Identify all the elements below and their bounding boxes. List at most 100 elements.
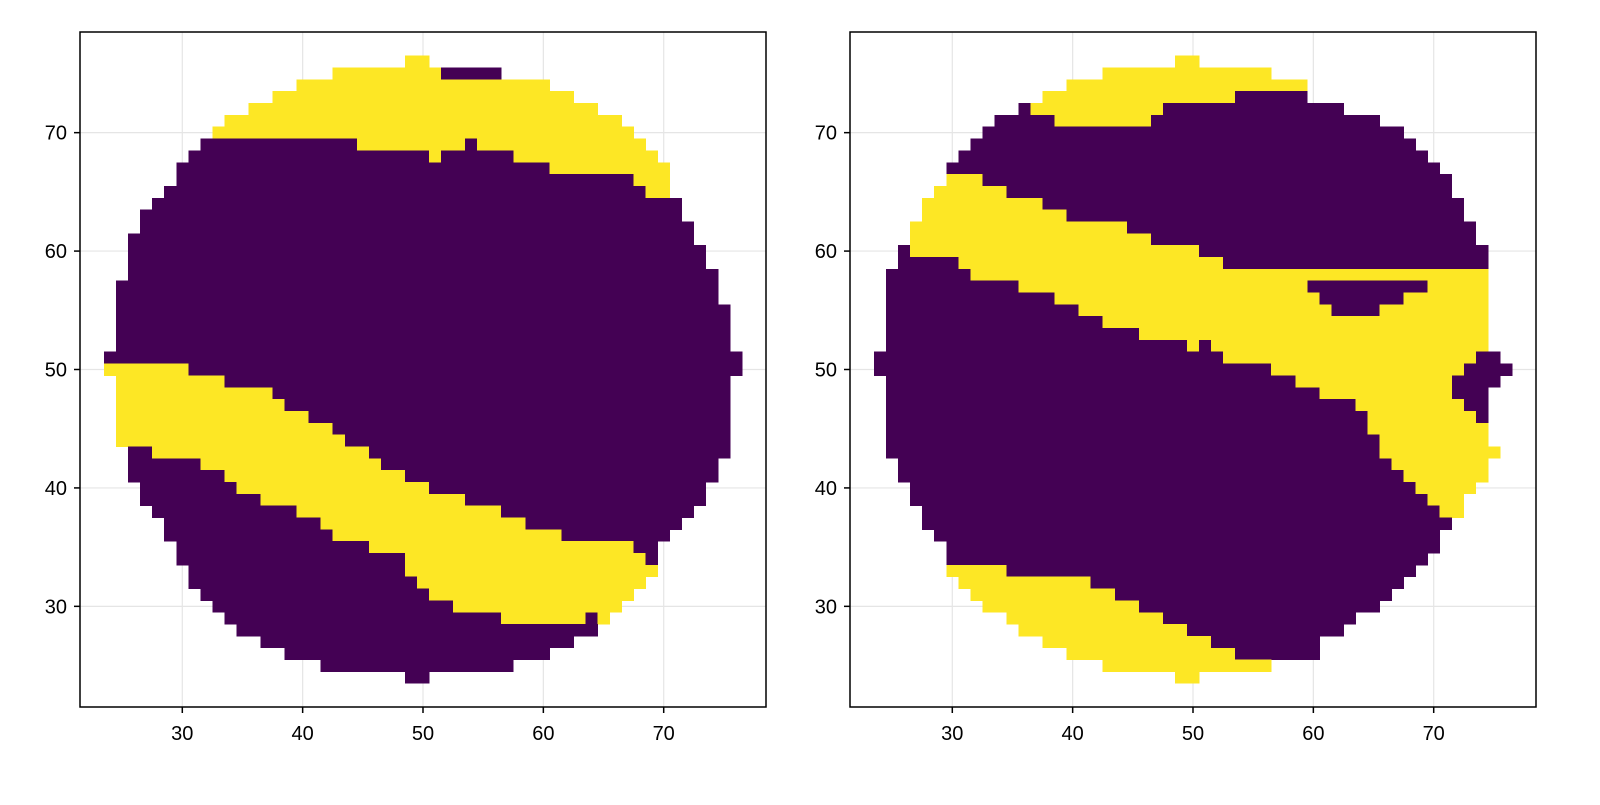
heatmap-cell xyxy=(910,482,1417,495)
heatmap-cell xyxy=(140,209,683,222)
heatmap-cell xyxy=(1367,422,1489,436)
y-tick-label: 40 xyxy=(45,478,67,500)
heatmap-cell xyxy=(188,363,743,376)
heatmap-cell xyxy=(1451,375,1501,388)
heatmap-cell xyxy=(946,541,1441,554)
heatmap-cell xyxy=(886,422,1368,436)
heatmap-cell xyxy=(116,434,346,447)
heatmap-cell xyxy=(982,600,1140,613)
heatmap-cell xyxy=(934,529,1441,542)
x-tick-label: 70 xyxy=(653,723,675,745)
heatmap-cell xyxy=(1415,482,1477,495)
heatmap-cell xyxy=(236,482,430,495)
heatmap-cell xyxy=(1379,434,1489,447)
heatmap-cell xyxy=(248,103,598,116)
heatmap-cell xyxy=(1078,304,1332,317)
heatmap-cell xyxy=(404,55,430,68)
plot-left: 30 40 50 60 70 30 40 50 60 70 xyxy=(45,31,767,745)
y-tick-label: 70 xyxy=(815,123,837,145)
heatmap-cell xyxy=(886,328,1140,341)
heatmap-cell xyxy=(200,458,382,471)
heatmap-cell xyxy=(116,375,225,388)
heatmap-cell xyxy=(1018,280,1308,293)
heatmap-cell xyxy=(224,470,406,483)
heatmap-cell xyxy=(1006,564,1417,578)
heatmap-cell xyxy=(513,150,659,163)
heatmap-cell xyxy=(453,600,622,613)
heatmap-cell xyxy=(1403,292,1489,305)
heatmap-cell xyxy=(585,612,598,625)
heatmap-cell xyxy=(898,245,911,258)
heatmap-cell xyxy=(1102,659,1272,672)
heatmap-cell xyxy=(140,493,261,507)
heatmap-cell xyxy=(1319,387,1453,400)
heatmap-cell xyxy=(404,671,430,684)
x-tick-label: 40 xyxy=(1062,723,1084,745)
heatmap-cell xyxy=(886,304,1080,317)
heatmap-cell xyxy=(1066,647,1236,661)
heatmap-cell xyxy=(501,505,695,518)
heatmap-cell xyxy=(525,517,683,530)
x-tick-label: 60 xyxy=(1302,723,1324,745)
heatmap-cell xyxy=(1319,292,1405,305)
heatmap-cell xyxy=(272,91,574,104)
y-tick-label: 60 xyxy=(815,241,837,263)
heatmap-cell xyxy=(1162,103,1344,116)
heatmap-cell xyxy=(152,197,683,211)
heatmap-cell xyxy=(380,458,719,471)
heatmap-cell xyxy=(404,470,719,483)
heatmap-cell xyxy=(465,138,478,151)
heatmap-cell xyxy=(188,564,406,578)
heatmap-cell xyxy=(332,422,731,436)
heatmap-cell xyxy=(1066,79,1308,92)
heatmap-cell xyxy=(296,79,550,92)
heatmap-cell xyxy=(272,387,731,400)
heatmap-cell xyxy=(549,162,671,175)
heatmap-cell xyxy=(104,351,743,364)
x-tick-label: 50 xyxy=(412,723,434,745)
heatmap-cell xyxy=(429,588,635,601)
heatmap-cell xyxy=(1211,635,1320,649)
heatmap-cell xyxy=(1090,576,1405,589)
heatmap-cell xyxy=(128,268,719,282)
heatmap-cell xyxy=(224,375,731,388)
heatmap-cell xyxy=(886,434,1380,447)
heatmap-cell xyxy=(645,553,659,566)
heatmap-cell xyxy=(1355,399,1465,412)
heatmap-cell xyxy=(886,446,1380,459)
heatmap-cell xyxy=(1475,351,1501,364)
heatmap-cell xyxy=(164,517,322,530)
heatmap-cell xyxy=(1006,612,1164,625)
heatmap-cell xyxy=(874,351,1224,364)
heatmap-cell xyxy=(946,553,1429,566)
heatmap-cell xyxy=(1150,233,1477,246)
heatmap-cell xyxy=(1235,91,1308,104)
heatmap-cell xyxy=(1259,268,1489,282)
heatmap-cell xyxy=(934,185,1007,199)
heatmap-cell xyxy=(910,493,1429,507)
heatmap-cell xyxy=(1102,316,1489,329)
heatmap-cell xyxy=(128,446,153,459)
heatmap-cell xyxy=(176,162,550,175)
heatmap-cell xyxy=(1439,505,1465,518)
heatmap-cell xyxy=(922,505,1441,518)
heatmap-cell xyxy=(140,221,695,234)
heatmap-cell xyxy=(176,541,370,554)
heatmap-cell xyxy=(886,375,1296,388)
y-tick-label: 70 xyxy=(45,123,67,145)
y-tick-label: 50 xyxy=(815,360,837,382)
heatmap-cell xyxy=(128,257,707,270)
heatmap-cell xyxy=(116,292,719,305)
heatmap-cell xyxy=(633,541,659,554)
x-tick-label: 30 xyxy=(941,723,963,745)
x-tick-label: 70 xyxy=(1423,723,1445,745)
heatmap-cell xyxy=(1150,114,1380,128)
heatmap-cell xyxy=(224,114,622,128)
heatmap-cell xyxy=(1138,600,1380,613)
heatmap-cell xyxy=(1186,624,1344,637)
heatmap-cell xyxy=(128,233,695,246)
y-tick-label: 50 xyxy=(45,360,67,382)
heatmap-cell xyxy=(633,174,671,187)
y-tick-label: 40 xyxy=(815,478,837,500)
heatmap-cell xyxy=(1186,339,1200,353)
